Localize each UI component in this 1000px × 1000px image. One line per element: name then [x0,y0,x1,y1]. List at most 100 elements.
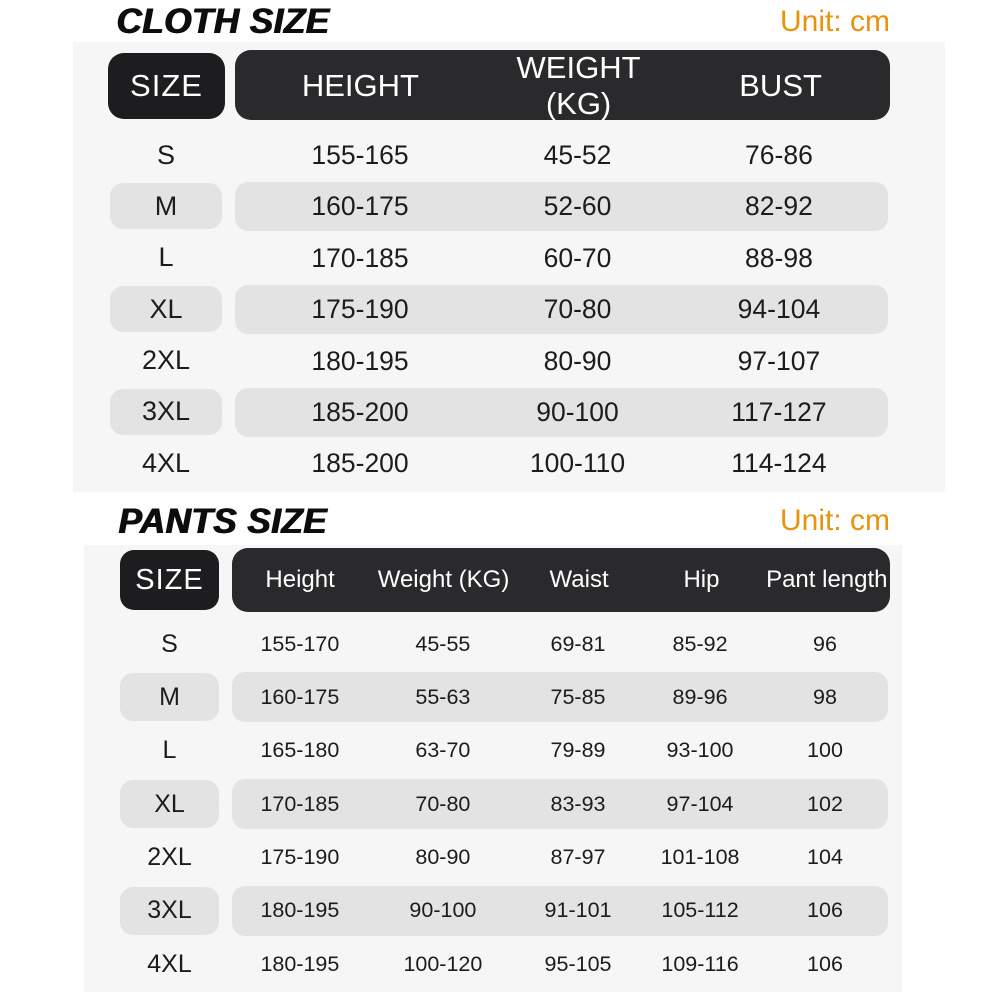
size-label: XL [110,286,222,333]
cell-weight: 70-80 [543,294,612,325]
pants-header-hip: Hip [683,566,720,593]
cell-hip: 109-116 [661,951,739,976]
cloth-size-header-cell: SIZE [108,53,225,119]
cell-weight: 80-90 [543,345,612,376]
cell-waist: 87-97 [550,845,606,870]
table-row: 2XL 180-195 80-90 97-107 [73,336,945,387]
cell-hip: 105-112 [661,898,739,923]
pants-header-pant-length: Pant length [766,566,888,593]
cell-height: 170-185 [311,242,409,273]
cell-waist: 69-81 [550,631,606,656]
cell-weight: 90-100 [536,396,619,427]
table-row: XL 170-185 70-80 83-93 97-104 102 [84,777,902,830]
cell-bust: 88-98 [745,242,813,273]
cell-height: 180-195 [260,898,340,923]
cell-bust: 82-92 [745,191,813,222]
size-label: 4XL [147,949,192,978]
cloth-size-table: SIZE HEIGHT WEIGHT (KG) BUST S 155-165 4… [73,42,945,492]
cloth-size-title: CLOTH SIZE [116,2,330,41]
row-values: 175-190 80-90 87-97 101-108 104 [232,833,888,883]
row-values: 180-195 80-90 97-107 [235,337,888,386]
cell-height: 160-175 [260,684,340,709]
cell-weight: 55-63 [415,684,471,709]
size-label: L [158,242,174,273]
row-values: 185-200 90-100 117-127 [235,387,888,437]
cell-height: 180-195 [260,951,340,976]
cell-bust: 94-104 [737,294,821,325]
cell-weight: 45-55 [415,631,471,656]
cell-height: 170-185 [260,791,340,816]
cell-bust: 114-124 [731,448,827,479]
pants-header-waist: Waist [549,566,609,593]
cell-waist: 83-93 [550,791,606,816]
cell-height: 160-175 [311,191,409,222]
row-values: 180-195 90-100 91-101 105-112 106 [232,885,888,936]
pants-size-title: PANTS SIZE [118,502,327,541]
size-label: 2XL [147,843,192,872]
size-label: M [120,673,219,722]
row-values: 185-200 100-110 114-124 [235,439,888,488]
table-row: S 155-170 45-55 69-81 85-92 96 [84,617,902,670]
row-values: 155-170 45-55 69-81 85-92 96 [232,619,888,669]
row-values: 160-175 52-60 82-92 [235,182,888,232]
cell-weight: 100-120 [403,951,483,976]
cell-waist: 95-105 [544,951,612,976]
cell-waist: 79-89 [550,738,606,763]
cell-weight: 90-100 [409,898,477,923]
table-row: L 170-185 60-70 88-98 [73,233,945,284]
cell-hip: 97-104 [666,791,734,816]
row-values: 170-185 70-80 83-93 97-104 102 [232,779,888,830]
size-label: 2XL [141,345,191,376]
cell-bust: 76-86 [745,140,813,170]
cell-pant-length: 104 [807,845,843,870]
table-row: 2XL 175-190 80-90 87-97 101-108 104 [84,831,902,884]
cell-height: 155-165 [311,140,409,170]
cell-weight: 45-52 [543,140,612,170]
row-values: 180-195 100-120 95-105 109-116 106 [232,939,888,989]
cell-weight: 63-70 [415,738,471,763]
row-values: 175-190 70-80 94-104 [235,285,888,335]
cell-weight: 80-90 [415,845,471,870]
table-row: 3XL 180-195 90-100 91-101 105-112 106 [84,884,902,937]
size-label: 3XL [110,388,222,435]
cell-hip: 93-100 [666,738,734,763]
cell-height: 180-195 [311,345,409,376]
cell-height: 165-180 [260,738,340,763]
cell-pant-length: 106 [807,951,843,976]
table-row: 4XL 180-195 100-120 95-105 109-116 106 [84,937,902,990]
table-row: 3XL 185-200 90-100 117-127 [73,387,945,438]
table-row: S 155-165 45-52 76-86 [73,130,945,181]
table-row: XL 175-190 70-80 94-104 [73,284,945,335]
cloth-header-weight: WEIGHT (KG) [516,50,641,121]
cell-pant-length: 106 [807,898,843,923]
cell-weight: 100-110 [529,448,626,479]
pants-header-height: Height [265,566,335,593]
pants-rows: S 155-170 45-55 69-81 85-92 96 M 160-175… [84,617,902,991]
row-values: 160-175 55-63 75-85 89-96 98 [232,672,888,723]
pants-header-bar: Height Weight (KG) Waist Hip Pant length [232,548,890,612]
cell-hip: 101-108 [660,845,740,870]
cell-height: 175-190 [260,845,340,870]
cell-pant-length: 98 [813,684,837,709]
cell-hip: 89-96 [672,684,728,709]
row-values: 155-165 45-52 76-86 [235,131,888,180]
cell-hip: 85-92 [672,631,728,656]
cell-waist: 91-101 [544,898,612,923]
cell-height: 155-170 [260,631,340,656]
cell-weight: 60-70 [543,242,612,273]
cell-bust: 97-107 [737,345,821,376]
size-label: 3XL [120,886,219,935]
cell-height: 175-190 [311,294,409,325]
cell-height: 185-200 [311,396,409,427]
cloth-header-bust: BUST [739,68,822,103]
cell-waist: 75-85 [550,684,606,709]
row-values: 170-185 60-70 88-98 [235,234,888,283]
pants-size-table: SIZE Height Weight (KG) Waist Hip Pant l… [84,545,902,992]
cell-pant-length: 96 [813,631,837,656]
cell-weight: 52-60 [543,191,612,222]
cloth-unit-label: Unit: cm [779,5,890,38]
pants-unit-label: Unit: cm [779,504,890,537]
cell-pant-length: 100 [807,738,843,763]
table-row: L 165-180 63-70 79-89 93-100 100 [84,724,902,777]
